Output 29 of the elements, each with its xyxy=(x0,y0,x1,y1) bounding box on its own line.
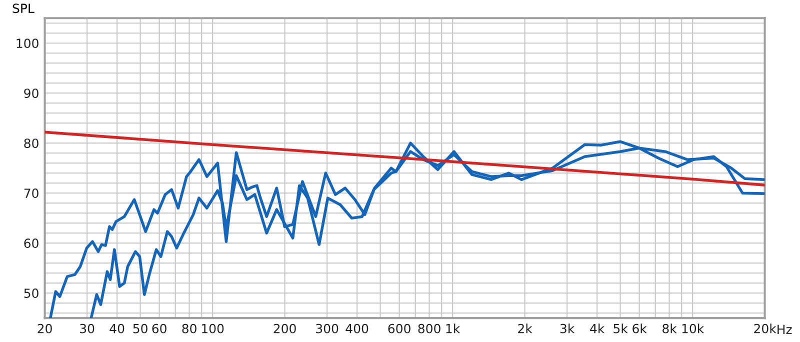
x-tick-label: 100 xyxy=(202,324,224,334)
x-axis-title: Hz xyxy=(778,324,792,334)
x-tick-label: 400 xyxy=(346,324,368,334)
x-tick-label: 10k xyxy=(682,324,704,334)
x-tick-label: 8k xyxy=(662,324,677,334)
x-tick-label: 800 xyxy=(418,324,440,334)
x-tick-label: 600 xyxy=(388,324,410,334)
x-tick-label: 20 xyxy=(38,324,52,334)
y-tick-label: 90 xyxy=(24,88,38,98)
x-tick-label: 6k xyxy=(632,324,647,334)
y-tick-label: 60 xyxy=(24,238,38,248)
x-tick-label: 300 xyxy=(316,324,338,334)
x-tick-label: 50 xyxy=(133,324,148,334)
x-tick-label: 40 xyxy=(110,324,124,334)
x-tick-label: 3k xyxy=(560,324,575,334)
x-tick-label: 1k xyxy=(446,324,460,334)
x-tick-label: 200 xyxy=(274,324,296,334)
x-tick-label: 4k xyxy=(590,324,605,334)
x-tick-label: 5k xyxy=(614,324,628,334)
x-tick-label: 20k xyxy=(754,324,776,334)
y-tick-label: 100 xyxy=(16,38,38,48)
y-tick-label: 80 xyxy=(24,138,38,148)
x-tick-label: 60 xyxy=(152,324,166,334)
y-tick-label: 50 xyxy=(24,288,38,298)
x-tick-label: 80 xyxy=(182,324,196,334)
y-axis-title: SPL xyxy=(12,4,34,14)
x-tick-label: 2k xyxy=(518,324,532,334)
y-tick-label: 70 xyxy=(24,188,38,198)
x-tick-label: 30 xyxy=(80,324,94,334)
